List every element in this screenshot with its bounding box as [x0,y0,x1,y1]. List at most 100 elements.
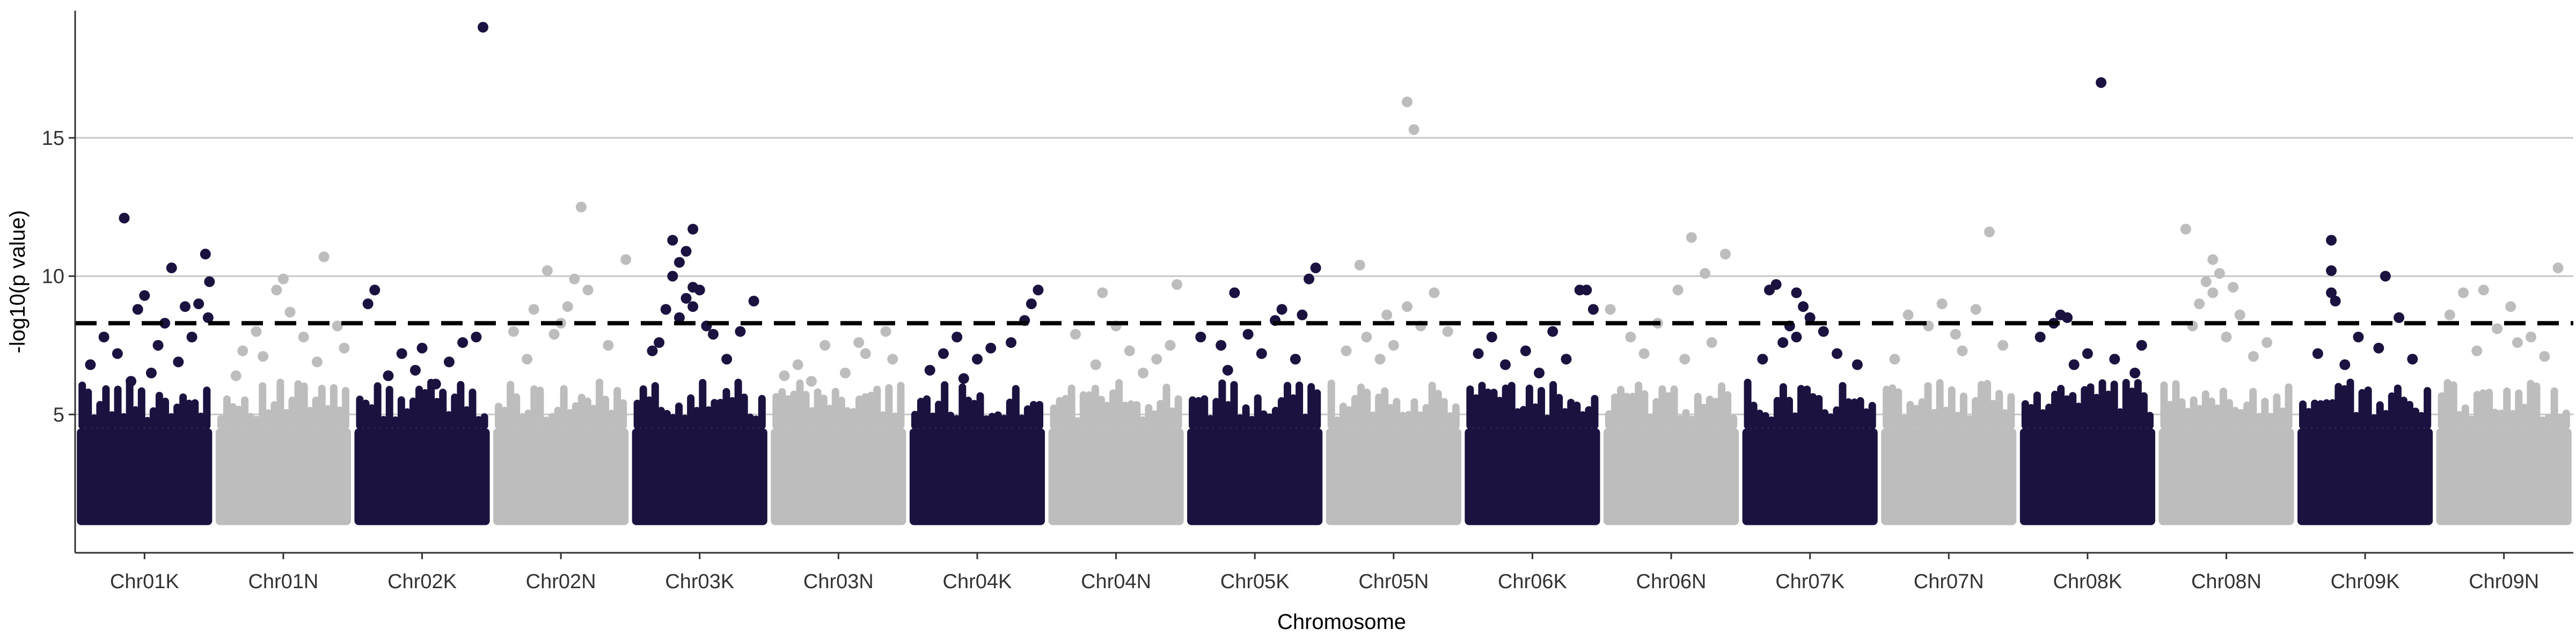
band-spike [2081,386,2089,430]
band-spike [1023,405,1031,430]
band-spike [602,396,610,430]
band-spike [2092,393,2101,430]
data-point [880,326,891,337]
band-spike [1617,385,1625,430]
band-spike [96,401,104,430]
data-point [1587,304,1599,315]
base-band-chr03n [771,428,906,525]
data-point [1374,354,1386,365]
data-point [839,368,851,378]
band-spike [2255,413,2263,430]
band-spike [1091,384,1099,430]
band-spike [1995,390,2003,430]
data-point [1818,326,1829,337]
band-spike [1029,401,1037,430]
band-spike [2556,413,2564,430]
band-spike [324,405,332,430]
band-spike [2305,408,2313,430]
data-point [139,290,150,301]
data-point [667,270,678,282]
band-spike [1773,397,1781,430]
data-point [311,356,323,368]
data-point [1473,348,1484,359]
data-point [1757,354,1768,365]
data-point [1216,340,1227,351]
data-point [1290,354,1301,365]
data-point [2552,262,2564,274]
band-spike [318,384,326,430]
data-point [2200,276,2212,287]
x-tick-label: Chr09K [2331,570,2400,593]
band-spike [2388,392,2396,430]
data-point [1222,364,1233,376]
band-spike [235,406,243,430]
band-spike [1260,410,1268,430]
band-spike [2424,387,2432,430]
band-spike [312,396,320,430]
band-spike [2340,385,2348,430]
x-tick-label: Chr05N [1358,570,1429,593]
band-spike [1629,392,1637,430]
band-spike [2087,383,2095,430]
x-tick-label: Chr03K [665,570,734,593]
data-point [98,332,109,342]
data-point [1408,124,1419,135]
band-spike [518,413,526,430]
band-spike [994,411,1002,430]
data-point [2444,309,2455,320]
data-point [1534,368,1545,378]
band-spike [1206,415,1214,430]
data-point [528,304,539,315]
band-spike [1537,387,1545,430]
band-spike [374,382,382,430]
base-band-chr08n [2158,428,2294,525]
data-point [1706,337,1717,348]
band-spike [270,401,279,430]
band-spike [958,383,967,430]
band-spike [2116,408,2124,430]
data-point [1547,326,1558,337]
band-spike [495,402,503,430]
band-spike [1242,404,1250,430]
x-tick-label: Chr07K [1775,570,1845,593]
band-spike [439,389,447,430]
data-point [126,376,137,387]
band-spike [1579,411,1587,430]
band-spike [469,389,477,430]
band-spike [2285,383,2293,430]
data-point [166,262,177,274]
data-point [271,284,282,296]
band-spike [2479,389,2487,430]
data-point [1195,332,1206,342]
data-point [1486,332,1497,342]
band-spike [2160,381,2168,430]
band-spike [1785,397,1793,430]
band-spike [1694,393,1702,430]
data-point [522,354,533,365]
band-spike [1000,414,1008,430]
band-spike [941,381,949,430]
band-spike [457,380,465,430]
data-point [819,340,831,351]
data-point [1700,268,1711,279]
band-spike [1623,392,1631,430]
data-point [1936,298,1948,310]
band-spike [2412,407,2420,430]
band-spike [2243,401,2251,430]
data-point [2505,301,2516,312]
band-spike [445,411,453,430]
band-spike [1815,395,1823,430]
data-point [298,332,309,342]
band-spike [911,411,919,430]
band-spike [173,403,181,430]
data-point [1499,359,1511,370]
data-point [2326,235,2337,246]
data-point [2096,77,2107,88]
band-spike [1543,414,1552,430]
data-point [332,320,343,332]
band-spike [114,385,122,430]
data-point [674,257,685,268]
data-point [186,332,197,342]
band-spike [1283,382,1291,430]
